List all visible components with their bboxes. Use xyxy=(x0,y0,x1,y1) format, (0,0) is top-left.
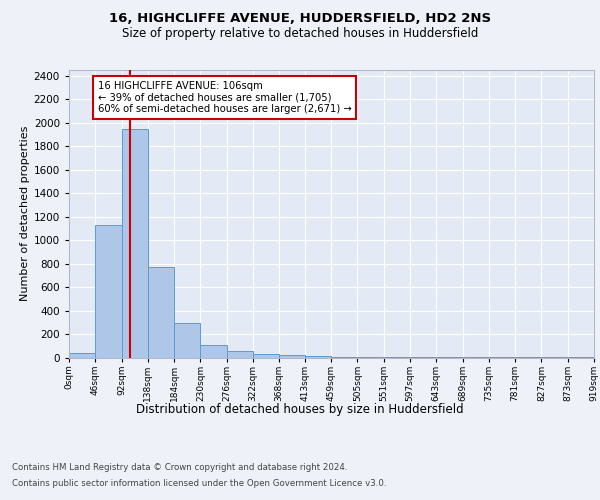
Bar xyxy=(200,345,227,358)
Text: Size of property relative to detached houses in Huddersfield: Size of property relative to detached ho… xyxy=(122,28,478,40)
Text: 16 HIGHCLIFFE AVENUE: 106sqm
← 39% of detached houses are smaller (1,705)
60% of: 16 HIGHCLIFFE AVENUE: 106sqm ← 39% of de… xyxy=(98,80,352,114)
Bar xyxy=(174,323,200,358)
Bar xyxy=(122,128,148,358)
Bar xyxy=(331,356,358,358)
Text: Contains public sector information licensed under the Open Government Licence v3: Contains public sector information licen… xyxy=(12,479,386,488)
Bar xyxy=(148,266,174,358)
Bar xyxy=(358,357,384,358)
Bar xyxy=(253,354,279,358)
Text: Contains HM Land Registry data © Crown copyright and database right 2024.: Contains HM Land Registry data © Crown c… xyxy=(12,462,347,471)
Bar xyxy=(305,356,331,358)
Bar xyxy=(227,351,253,358)
Text: 16, HIGHCLIFFE AVENUE, HUDDERSFIELD, HD2 2NS: 16, HIGHCLIFFE AVENUE, HUDDERSFIELD, HD2… xyxy=(109,12,491,26)
Y-axis label: Number of detached properties: Number of detached properties xyxy=(20,126,29,302)
Bar xyxy=(279,355,305,358)
Text: Distribution of detached houses by size in Huddersfield: Distribution of detached houses by size … xyxy=(136,402,464,415)
Bar xyxy=(95,225,122,358)
Bar xyxy=(69,353,95,358)
